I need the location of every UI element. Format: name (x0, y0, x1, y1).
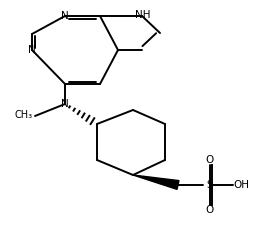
Text: N: N (61, 11, 69, 21)
Text: O: O (206, 155, 214, 165)
Text: N: N (61, 99, 69, 109)
Text: S: S (207, 180, 213, 190)
Text: OH: OH (233, 180, 249, 190)
Polygon shape (133, 175, 179, 190)
Text: N: N (28, 45, 36, 55)
Text: CH₃: CH₃ (15, 110, 33, 120)
Text: NH: NH (135, 10, 151, 20)
Text: O: O (206, 205, 214, 215)
